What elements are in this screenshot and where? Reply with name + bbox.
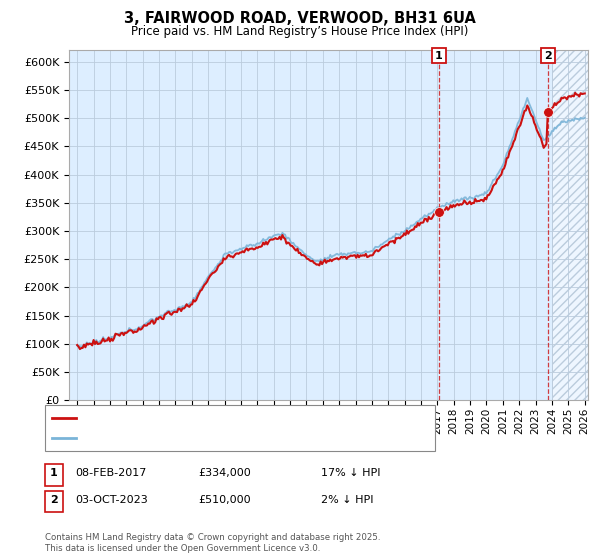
Text: £510,000: £510,000: [198, 494, 251, 505]
Text: 08-FEB-2017: 08-FEB-2017: [75, 468, 146, 478]
Text: 03-OCT-2023: 03-OCT-2023: [75, 494, 148, 505]
Text: 2: 2: [50, 494, 58, 505]
Text: HPI: Average price, detached house, Dorset: HPI: Average price, detached house, Dors…: [81, 433, 308, 443]
Text: 17% ↓ HPI: 17% ↓ HPI: [321, 468, 380, 478]
Text: 2: 2: [544, 50, 552, 60]
Text: 1: 1: [50, 468, 58, 478]
Text: 1: 1: [435, 50, 443, 60]
Text: 3, FAIRWOOD ROAD, VERWOOD, BH31 6UA: 3, FAIRWOOD ROAD, VERWOOD, BH31 6UA: [124, 11, 476, 26]
Text: Price paid vs. HM Land Registry’s House Price Index (HPI): Price paid vs. HM Land Registry’s House …: [131, 25, 469, 38]
Text: Contains HM Land Registry data © Crown copyright and database right 2025.
This d: Contains HM Land Registry data © Crown c…: [45, 533, 380, 553]
Bar: [552, 50, 588, 400]
Bar: [552, 50, 588, 400]
Text: 3, FAIRWOOD ROAD, VERWOOD, BH31 6UA (detached house): 3, FAIRWOOD ROAD, VERWOOD, BH31 6UA (det…: [81, 413, 400, 423]
Text: 2% ↓ HPI: 2% ↓ HPI: [321, 494, 373, 505]
Text: £334,000: £334,000: [198, 468, 251, 478]
